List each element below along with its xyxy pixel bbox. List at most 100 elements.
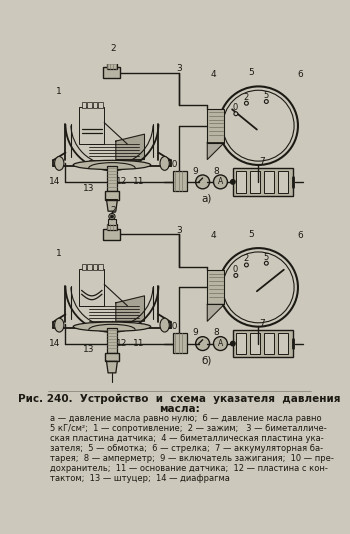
Circle shape [264,99,268,104]
Text: 7: 7 [259,158,265,167]
Text: 4: 4 [211,231,216,240]
Text: 11: 11 [133,177,145,186]
Bar [106,328,117,353]
Ellipse shape [160,156,169,170]
Text: 11: 11 [133,339,145,348]
Bar [104,67,120,78]
Text: 4: 4 [211,69,216,78]
Text: 5 кГ/см²;  1 — сопротивление;  2 — зажим;   3 — биметалличе-: 5 кГ/см²; 1 — сопротивление; 2 — зажим; … [50,425,327,434]
Circle shape [245,263,248,267]
Text: 7: 7 [259,319,265,328]
Bar [173,333,187,353]
Text: 2: 2 [111,206,116,215]
Bar [233,329,293,357]
Bar [106,62,117,69]
Polygon shape [106,362,117,373]
Text: 5: 5 [263,91,268,100]
Ellipse shape [55,156,64,170]
Text: 12: 12 [116,339,127,348]
Circle shape [219,248,298,327]
Text: зателя;  5 — обмотка;  6 — стрелка;  7 — аккумуляторная ба-: зателя; 5 — обмотка; 6 — стрелка; 7 — ак… [50,444,323,453]
Text: Рис. 240.  Устройство  и  схема  указателя  давления: Рис. 240. Устройство и схема указателя д… [18,394,341,404]
Bar [106,224,117,230]
Text: ская пластина датчика;  4 — биметаллическая пластина ука-: ская пластина датчика; 4 — биметаллическ… [50,435,324,443]
Text: 1: 1 [56,249,62,258]
Bar [104,229,120,240]
Circle shape [231,179,235,184]
Bar [108,219,116,225]
Bar [207,109,224,143]
Text: 2: 2 [111,44,116,53]
Bar [79,107,104,144]
Polygon shape [116,296,145,321]
Ellipse shape [73,322,151,331]
Bar [236,171,246,193]
Bar [82,263,86,270]
Circle shape [245,101,248,105]
Circle shape [264,261,268,265]
Bar [87,102,92,108]
Text: 2: 2 [243,92,248,101]
Text: а — давление масла равно нулю;  б — давление масла равно: а — давление масла равно нулю; б — давле… [50,414,322,423]
Text: 1: 1 [56,87,62,96]
Text: 10: 10 [167,322,179,331]
Bar [264,333,274,355]
Text: б): б) [201,356,212,366]
Text: масла:: масла: [159,404,200,414]
Bar [108,57,116,64]
Bar [92,102,97,108]
Circle shape [109,52,115,58]
Text: 10: 10 [167,160,179,169]
Text: 6: 6 [298,231,303,240]
Polygon shape [207,304,224,321]
Ellipse shape [160,318,169,332]
Circle shape [234,273,238,277]
Bar [106,167,117,191]
Circle shape [231,341,235,346]
Circle shape [223,90,294,161]
Ellipse shape [73,160,151,170]
Circle shape [110,53,113,57]
Text: 9: 9 [193,328,198,337]
Text: 8: 8 [214,167,219,176]
Circle shape [223,252,294,323]
Text: тактом;  13 — штуцер;  14 — диафрагма: тактом; 13 — штуцер; 14 — диафрагма [50,475,230,483]
Text: 3: 3 [176,226,182,235]
Bar [278,333,288,355]
Text: 13: 13 [83,345,95,354]
Bar [105,191,119,200]
Text: 12: 12 [116,177,127,186]
Ellipse shape [55,318,64,332]
Circle shape [110,215,113,218]
Circle shape [196,336,210,350]
Bar [87,263,92,270]
Text: 14: 14 [49,339,60,348]
Bar [278,171,288,193]
Text: 2: 2 [243,254,248,263]
Text: 5: 5 [263,253,268,262]
Bar [250,333,260,355]
Text: 5: 5 [248,230,253,239]
Circle shape [109,214,115,219]
Text: А: А [218,177,223,186]
Bar [233,168,293,196]
Bar [207,270,224,304]
Text: дохранитель;  11 — основание датчика;  12 — пластина с кон-: дохранитель; 11 — основание датчика; 12 … [50,465,328,474]
Bar [173,171,187,191]
Circle shape [219,87,298,165]
Text: 6: 6 [298,69,303,78]
Circle shape [234,112,238,116]
Text: 0: 0 [232,103,238,112]
Bar [98,102,103,108]
Bar [250,171,260,193]
Circle shape [196,175,210,189]
Polygon shape [116,134,145,160]
Bar [105,353,119,362]
Text: тарея;  8 — амперметр;  9 — включатель зажигания;  10 — пре-: тарея; 8 — амперметр; 9 — включатель заж… [50,454,334,464]
Bar [98,263,103,270]
Bar [79,269,104,306]
Circle shape [214,175,228,189]
Text: а): а) [201,194,212,204]
Bar [92,263,97,270]
Text: 14: 14 [49,177,60,186]
